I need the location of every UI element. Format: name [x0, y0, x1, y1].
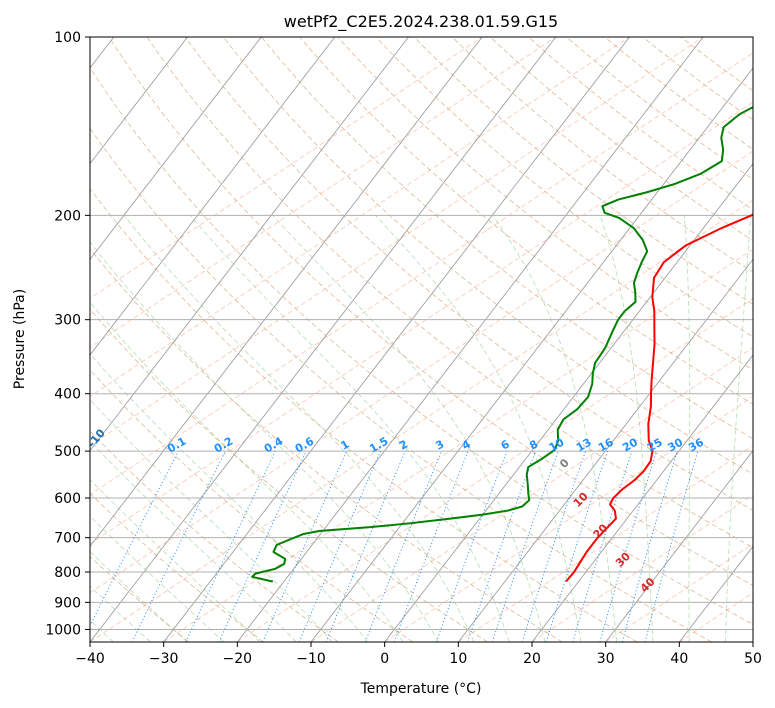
moist-adiabat — [375, 215, 582, 642]
isotherm-line — [90, 37, 188, 165]
dry-adiabat — [604, 37, 753, 150]
isotherm-line — [457, 258, 753, 642]
chart-title: wetPf2_C2E5.2024.238.01.59.G15 — [284, 12, 558, 32]
dry-adiabat — [184, 37, 753, 511]
isotherm-line — [90, 37, 409, 452]
y-tick-label: 900 — [54, 595, 81, 611]
y-tick-label: 400 — [54, 387, 81, 403]
dry-adiabat — [90, 127, 712, 642]
y-tick-label: 100 — [54, 30, 81, 46]
x-axis-ticks: −40 −30 −20 −10 0 10 20 30 40 50 — [75, 642, 762, 667]
x-tick-label: 0 — [380, 651, 389, 667]
y-tick-label: 500 — [54, 444, 81, 460]
dry-adiabat — [528, 37, 753, 211]
x-tick-label: −10 — [296, 651, 326, 667]
temperature-profile — [565, 213, 753, 583]
dry-adiabat — [490, 37, 753, 242]
dry-adiabat — [146, 37, 753, 548]
moist-adiabat — [725, 215, 752, 642]
y-axis-ticks: 100 200 300 400 500 600 700 800 900 1000 — [45, 30, 90, 638]
moist-adiabat — [90, 301, 404, 642]
x-tick-label: 30 — [597, 651, 615, 667]
mixing-ratio-line — [644, 450, 699, 642]
x-axis-title: Temperature (°C) — [360, 681, 482, 697]
mixing-ratio-lines — [90, 450, 699, 642]
dry-adiabat — [299, 37, 753, 405]
y-tick-label: 600 — [54, 491, 81, 507]
isotherm-line — [384, 162, 753, 642]
mixing-ratio-line — [325, 450, 406, 642]
x-tick-label: −20 — [223, 651, 253, 667]
dry-adiabat — [337, 37, 753, 371]
moist-adiabat — [599, 215, 654, 642]
dry-adiabat — [108, 37, 753, 586]
x-tick-label: 50 — [744, 651, 762, 667]
y-tick-label: 1000 — [45, 622, 81, 638]
isotherm-line — [236, 37, 704, 642]
x-tick-label: −30 — [149, 651, 179, 667]
moist-adiabat — [684, 215, 691, 642]
isotherm-line — [90, 37, 262, 261]
y-tick-label: 700 — [54, 531, 81, 547]
dry-adiabat — [90, 67, 753, 625]
mixing-ratio-line — [185, 450, 276, 642]
dry-adiabat — [413, 37, 753, 305]
x-tick-label: 40 — [670, 651, 688, 667]
isotherm-line — [531, 354, 753, 642]
profile-lines — [251, 106, 753, 583]
isotherm-line — [90, 37, 557, 642]
plot-frame — [89, 36, 754, 643]
x-tick-label: 10 — [449, 651, 467, 667]
y-tick-label: 300 — [54, 313, 81, 329]
y-axis-title: Pressure (hPa) — [12, 289, 28, 389]
mixing-ratio-line — [467, 450, 536, 642]
moist-adiabat — [272, 215, 546, 642]
y-tick-label: 200 — [54, 208, 81, 224]
isotherm-line — [90, 37, 483, 548]
dewpoint-profile — [251, 106, 753, 583]
moist-adiabat — [90, 440, 297, 642]
dry-adiabat — [223, 37, 753, 475]
dry-adiabat — [90, 369, 414, 642]
isotherm-line — [605, 449, 753, 642]
moist-adiabat — [90, 241, 439, 642]
isotherm-line — [163, 37, 630, 642]
x-tick-label: −40 — [75, 651, 105, 667]
moist-adiabat — [123, 215, 475, 642]
mixing-ratio-line — [491, 450, 559, 642]
isotherm-line — [310, 67, 753, 642]
moist-adiabat — [90, 353, 368, 642]
plot-area: 0.10.20.40.611.52346810131620253036-100-… — [90, 37, 753, 642]
mixing-ratio-line — [90, 450, 179, 627]
mixing-ratio-line — [621, 450, 678, 642]
mixing-ratio-line — [131, 450, 226, 642]
dry-adiabat — [90, 188, 638, 642]
skewed-isotherms — [90, 37, 753, 642]
mixing-ratio-line — [393, 450, 469, 642]
isotherm-line — [90, 37, 336, 356]
dry-adiabat — [261, 37, 753, 440]
moist-adiabat — [90, 398, 333, 642]
y-tick-label: 800 — [54, 565, 81, 581]
x-tick-label: 20 — [523, 651, 541, 667]
moist-adiabat — [189, 215, 510, 642]
isobar-gridlines — [90, 37, 753, 630]
dry-adiabat — [90, 248, 563, 642]
